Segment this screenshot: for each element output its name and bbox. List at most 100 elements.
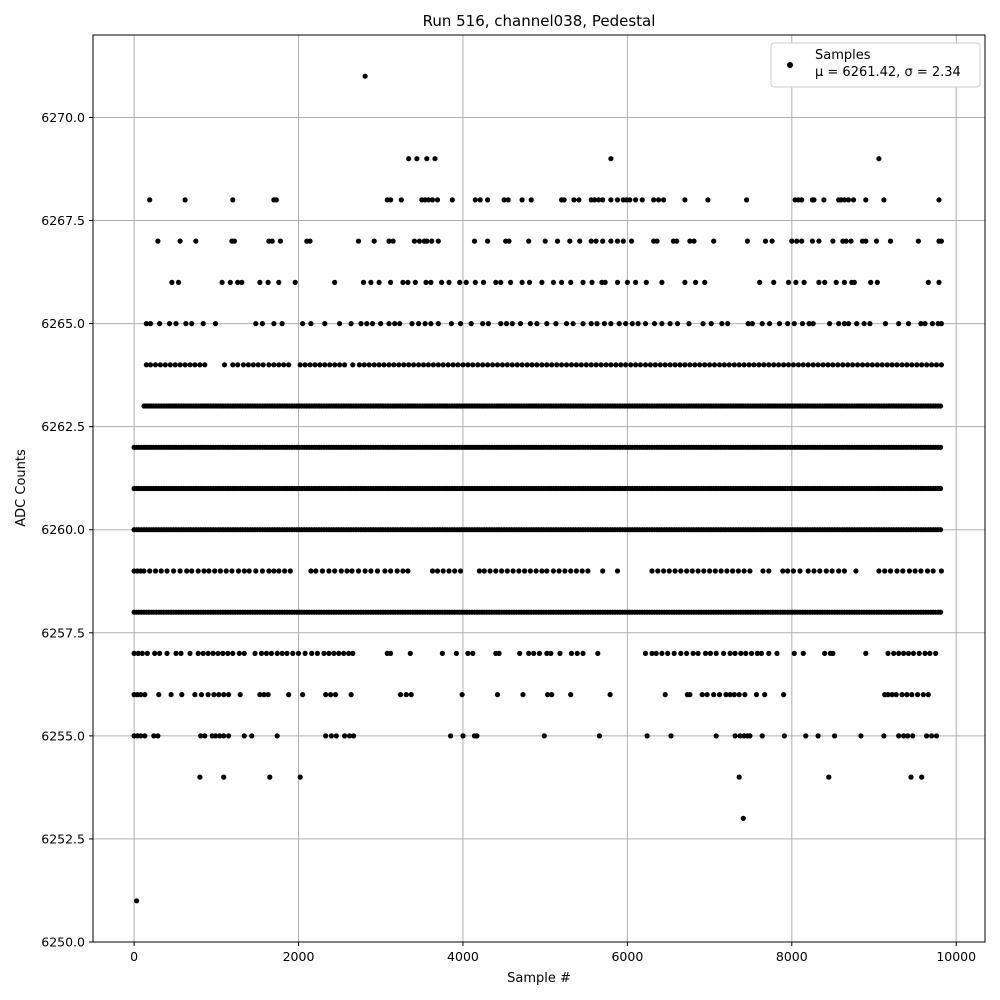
data-point xyxy=(257,279,263,285)
data-point xyxy=(499,362,505,368)
data-point xyxy=(541,733,547,739)
data-point xyxy=(202,733,208,739)
data-point xyxy=(655,568,661,574)
data-point xyxy=(460,733,466,739)
data-point xyxy=(446,279,452,285)
data-point xyxy=(423,279,429,285)
data-point xyxy=(628,238,635,244)
data-point xyxy=(266,568,272,574)
data-point xyxy=(769,238,775,244)
data-point xyxy=(687,362,693,368)
data-point xyxy=(671,650,677,657)
data-point xyxy=(623,321,629,327)
data-point xyxy=(265,692,271,698)
data-point xyxy=(905,733,911,739)
data-point xyxy=(388,279,394,285)
data-point xyxy=(690,650,696,657)
data-point xyxy=(692,362,698,368)
data-point xyxy=(481,568,487,574)
data-point xyxy=(885,650,891,657)
data-point xyxy=(825,362,831,368)
data-point xyxy=(571,197,577,203)
data-point xyxy=(642,362,649,368)
data-point xyxy=(667,362,673,368)
data-point xyxy=(567,238,573,244)
data-point xyxy=(785,568,791,574)
data-point xyxy=(574,650,580,657)
data-point xyxy=(600,197,606,203)
data-point xyxy=(173,321,179,327)
data-point xyxy=(900,568,906,574)
data-point xyxy=(468,321,474,327)
data-point xyxy=(810,362,816,368)
data-point xyxy=(568,650,575,657)
x-tick-label: 2000 xyxy=(283,949,315,964)
data-point xyxy=(527,568,534,574)
x-axis-label: Sample # xyxy=(507,971,571,986)
data-point xyxy=(649,568,655,574)
data-point xyxy=(548,650,554,657)
data-point xyxy=(197,362,203,368)
data-point xyxy=(138,733,144,739)
data-point xyxy=(850,362,856,368)
data-point xyxy=(863,650,869,657)
data-point xyxy=(633,362,639,368)
data-point xyxy=(386,238,392,244)
data-point xyxy=(260,362,266,368)
data-point xyxy=(364,321,370,327)
data-point xyxy=(816,279,822,285)
data-point xyxy=(308,568,314,574)
data-point xyxy=(762,238,769,244)
data-point xyxy=(830,238,836,244)
data-point xyxy=(475,362,481,368)
data-point xyxy=(265,279,271,285)
data-point xyxy=(724,568,730,574)
legend-stats: μ = 6261.42, σ = 2.34 xyxy=(815,65,961,80)
data-point xyxy=(736,692,742,698)
data-point xyxy=(608,238,614,244)
data-point xyxy=(152,568,159,574)
data-point xyxy=(261,692,267,698)
data-point xyxy=(307,362,313,368)
data-point xyxy=(229,568,235,574)
data-point xyxy=(533,568,539,574)
data-point xyxy=(929,362,935,368)
data-point xyxy=(448,321,454,327)
data-point xyxy=(652,362,658,368)
data-point xyxy=(608,362,614,368)
data-point xyxy=(246,568,252,574)
data-point xyxy=(158,568,164,574)
data-point xyxy=(534,321,540,327)
data-point xyxy=(392,321,398,327)
data-point xyxy=(833,279,839,285)
data-point xyxy=(460,362,466,368)
data-point xyxy=(259,321,265,327)
data-point xyxy=(241,650,247,657)
data-point xyxy=(704,692,710,698)
data-point xyxy=(545,692,551,698)
data-point xyxy=(653,650,659,657)
data-point xyxy=(732,733,738,739)
data-point xyxy=(820,362,826,368)
data-point xyxy=(793,279,799,285)
data-point xyxy=(268,650,274,657)
data-point xyxy=(930,568,936,574)
data-point xyxy=(845,321,852,327)
data-point xyxy=(412,279,418,285)
data-point xyxy=(349,568,355,574)
data-point xyxy=(378,321,384,327)
data-point xyxy=(257,692,263,698)
data-point xyxy=(693,279,699,285)
data-point xyxy=(452,568,458,574)
data-point xyxy=(350,362,356,368)
data-point xyxy=(274,650,280,657)
data-point xyxy=(151,733,157,739)
data-point xyxy=(568,279,574,285)
data-point xyxy=(687,692,693,698)
data-point xyxy=(909,362,915,368)
data-point xyxy=(867,321,873,327)
data-point xyxy=(328,733,334,739)
data-point xyxy=(309,650,315,657)
data-point xyxy=(933,362,940,368)
data-point xyxy=(477,197,483,203)
